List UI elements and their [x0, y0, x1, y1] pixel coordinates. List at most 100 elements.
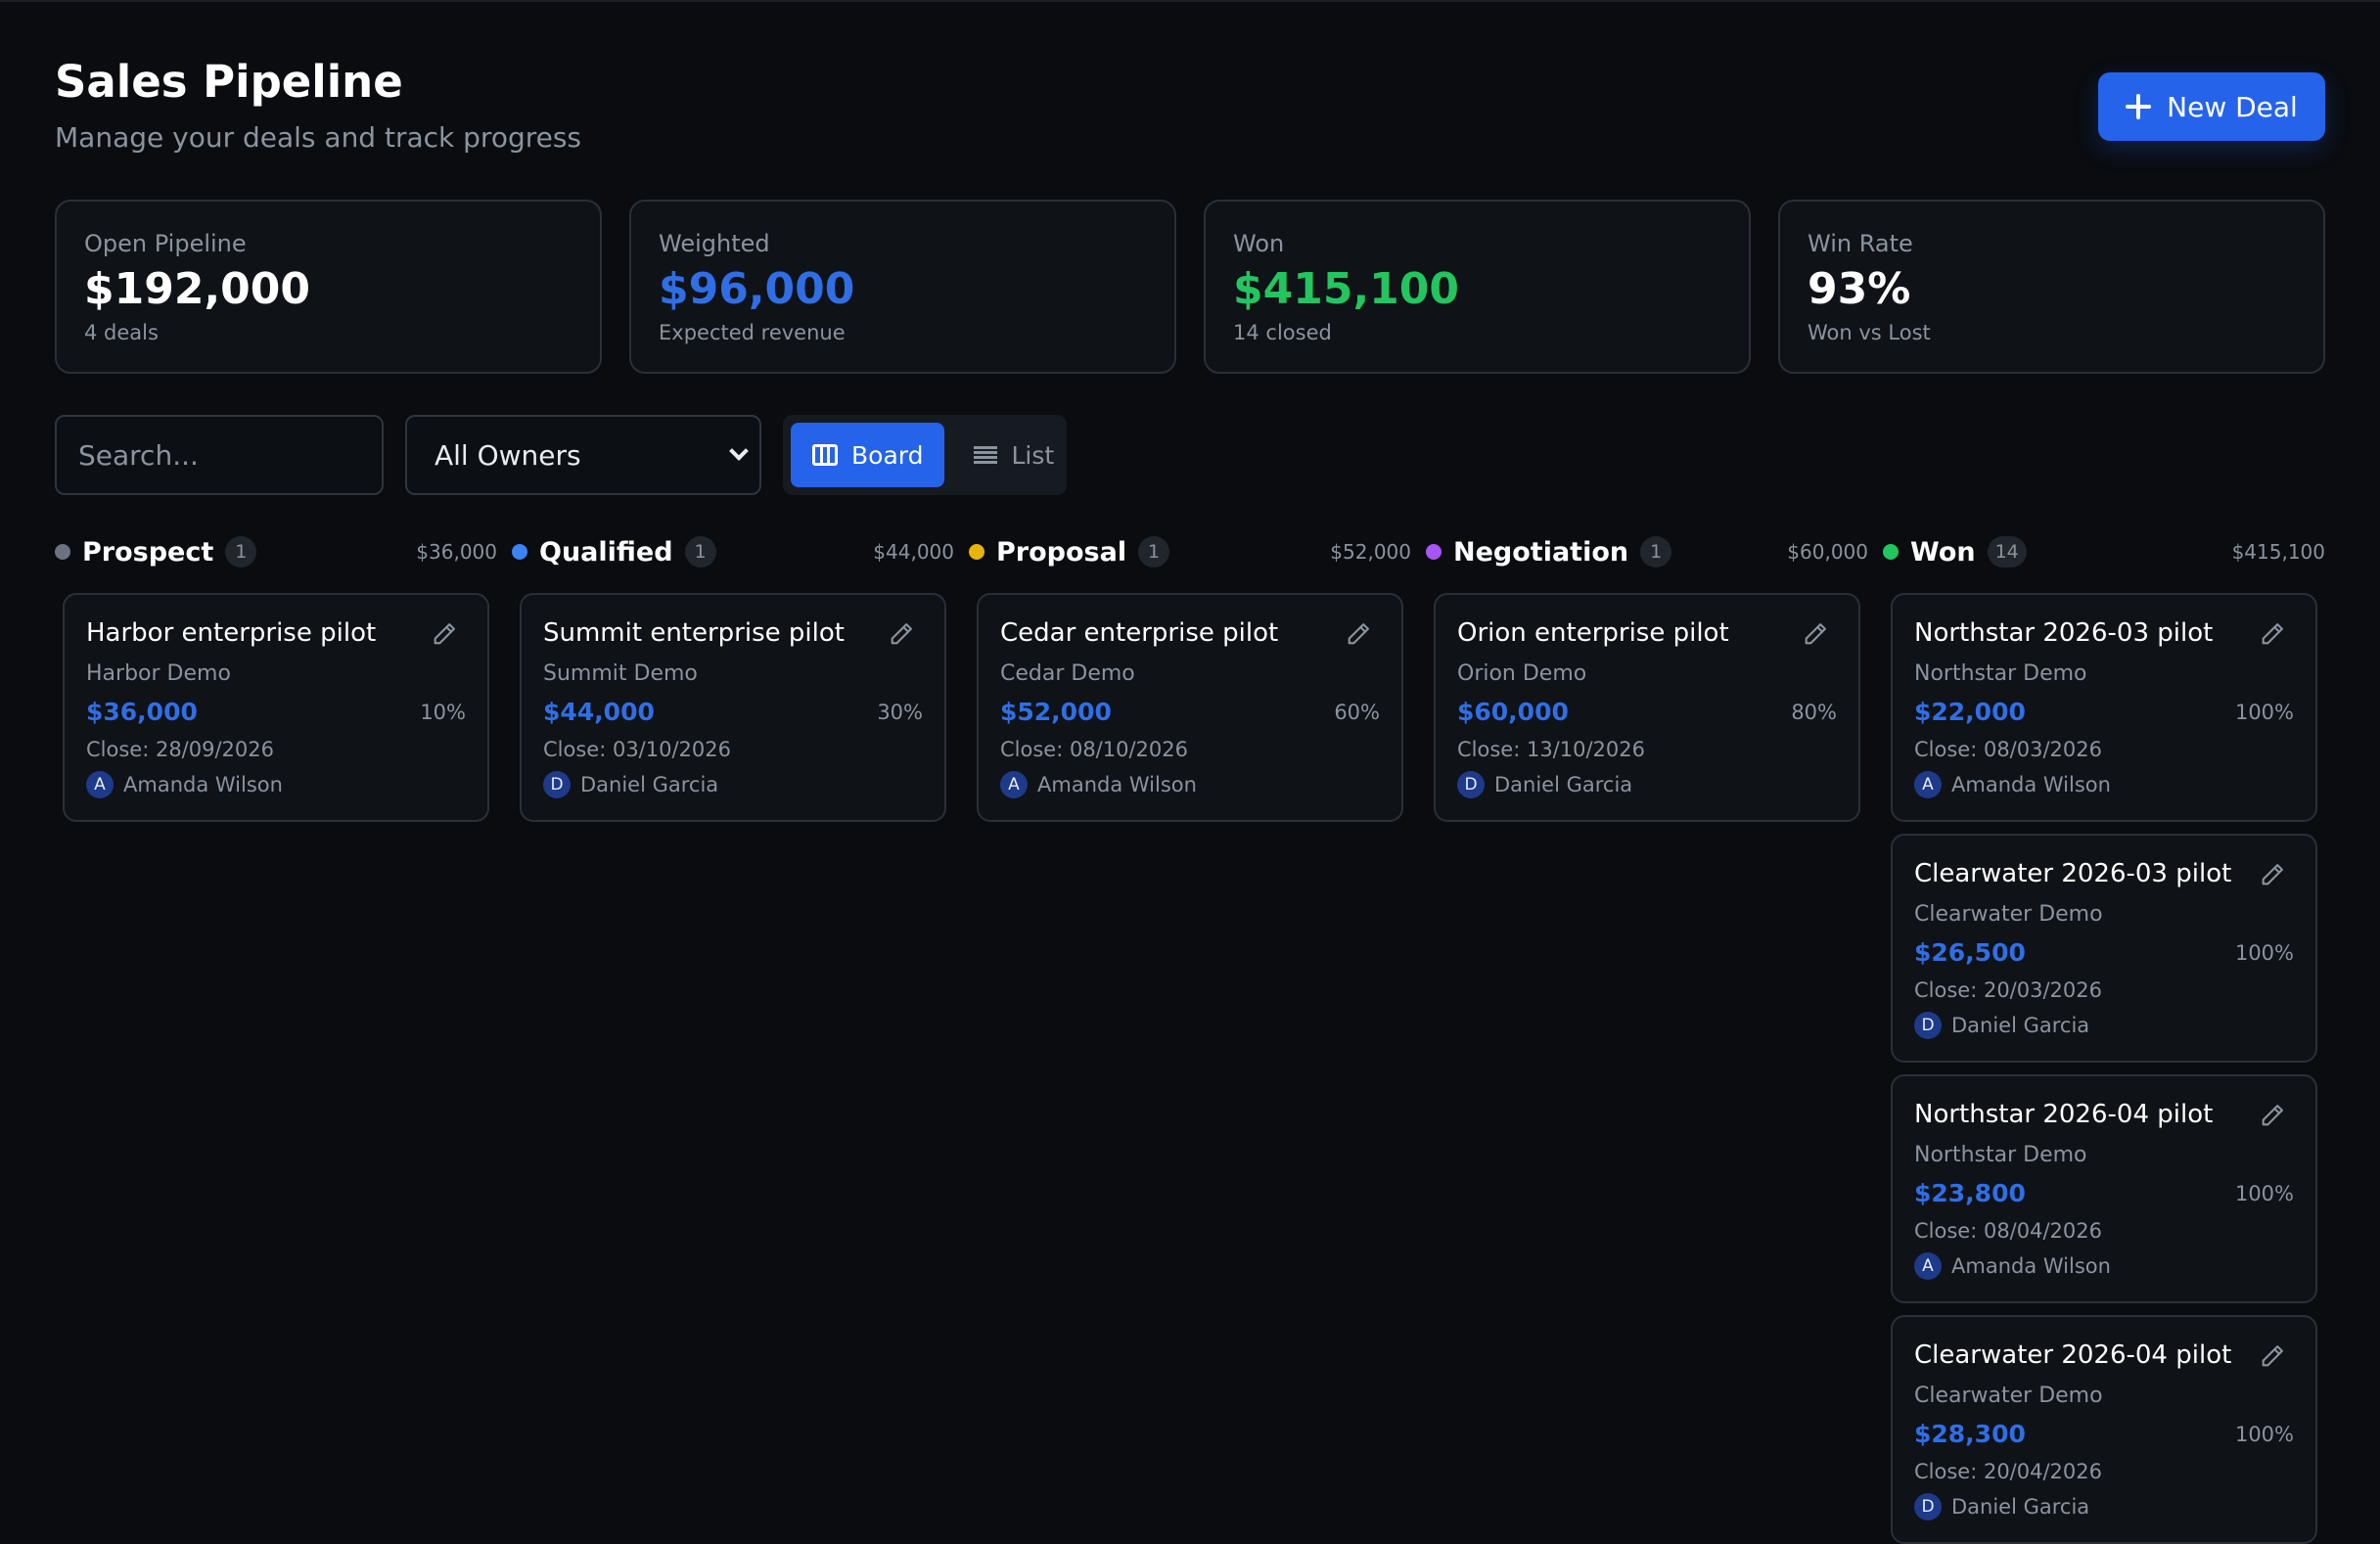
deal-title: Northstar 2026-04 pilot [1914, 1100, 2214, 1129]
deal-close-date: Close: 20/03/2026 [1914, 978, 2102, 1002]
page-header: Sales Pipeline Manage your deals and tra… [55, 55, 2325, 202]
deal-owner: A Amanda Wilson [86, 771, 466, 798]
deal-card[interactable]: Cedar enterprise pilot Cedar Demo $52,000 6… [977, 593, 1403, 822]
deal-card[interactable]: Orion enterprise pilot Orion Demo $60,000 8… [1434, 593, 1860, 822]
list-view-button[interactable]: List [952, 423, 1076, 487]
avatar: A [1914, 1252, 1942, 1280]
deal-card[interactable]: Northstar 2026-03 pilot Northstar Demo $22… [1891, 593, 2317, 822]
edit-pencil-icon[interactable] [2259, 861, 2286, 888]
edit-pencil-icon[interactable] [2259, 1102, 2286, 1129]
deal-amount-row: $23,800 100% [1914, 1179, 2294, 1207]
deal-amount-row: $44,000 30% [543, 698, 923, 726]
view-toggle: Board List [783, 415, 1067, 495]
edit-pencil-icon[interactable] [2259, 620, 2286, 648]
edit-pencil-icon[interactable] [431, 620, 458, 648]
stat-label: Won [1233, 230, 1285, 257]
avatar: A [1914, 771, 1942, 798]
deal-probability: 80% [1791, 700, 1837, 724]
deal-close-date: Close: 13/10/2026 [1457, 738, 1645, 761]
deal-amount: $44,000 [543, 698, 655, 726]
status-dot [1883, 544, 1899, 560]
edit-pencil-icon[interactable] [1802, 620, 1829, 648]
deal-company: Summit Demo [543, 661, 698, 686]
column-header: Negotiation 1 $60,000 [1426, 528, 1868, 575]
deal-card[interactable]: Clearwater 2026-03 pilot Clearwater Demo $… [1891, 834, 2317, 1063]
avatar: A [86, 771, 114, 798]
board-icon [812, 444, 838, 466]
deal-company: Clearwater Demo [1914, 1384, 2103, 1408]
deal-company: Cedar Demo [1000, 661, 1135, 686]
avatar: D [1457, 771, 1485, 798]
column-header: Won 14 $415,100 [1883, 528, 2325, 575]
owner-filter-select[interactable]: All Owners [405, 415, 761, 495]
stat-card-won: Won $415,100 14 closed [1204, 200, 1751, 374]
column-count-badge: 1 [684, 536, 716, 568]
stat-value: $192,000 [84, 264, 311, 314]
stat-sub: Expected revenue [659, 321, 846, 344]
deal-company: Northstar Demo [1914, 661, 2087, 686]
deal-title: Clearwater 2026-03 pilot [1914, 859, 2232, 888]
deal-card[interactable]: Northstar 2026-04 pilot Northstar Demo $23… [1891, 1074, 2317, 1303]
stat-label: Weighted [659, 230, 770, 257]
deal-close-date: Close: 08/03/2026 [1914, 738, 2102, 761]
deal-close-date: Close: 08/10/2026 [1000, 738, 1188, 761]
column-total: $36,000 [416, 540, 497, 564]
column-prospect: Prospect 1 $36,000 Harbor enterprise pilot H… [55, 528, 497, 822]
pipeline-board: Prospect 1 $36,000 Harbor enterprise pilot H… [55, 528, 2325, 1544]
stat-sub: 14 closed [1233, 321, 1332, 344]
status-dot [55, 544, 70, 560]
plus-icon [2126, 94, 2152, 119]
column-qualified: Qualified 1 $44,000 Summit enterprise pilot… [512, 528, 954, 822]
search-input[interactable] [55, 415, 384, 495]
deal-card[interactable]: Clearwater 2026-04 pilot Clearwater Demo $… [1891, 1315, 2317, 1544]
owner-filter-value: All Owners [435, 438, 581, 472]
deal-amount-row: $52,000 60% [1000, 698, 1380, 726]
top-border [0, 0, 2380, 2]
column-proposal: Proposal 1 $52,000 Cedar enterprise pilot Ce… [969, 528, 1411, 822]
deal-owner: A Amanda Wilson [1914, 771, 2294, 798]
deal-card[interactable]: Summit enterprise pilot Summit Demo $44,00… [520, 593, 946, 822]
deal-company: Northstar Demo [1914, 1143, 2087, 1167]
board-view-button[interactable]: Board [791, 423, 945, 487]
deal-owner: D Daniel Garcia [543, 771, 923, 798]
column-won: Won 14 $415,100 Northstar 2026-03 pilot Nort… [1883, 528, 2325, 1544]
column-total: $52,000 [1330, 540, 1411, 564]
column-header: Prospect 1 $36,000 [55, 528, 497, 575]
edit-pencil-icon[interactable] [2259, 1342, 2286, 1370]
avatar: A [1000, 771, 1028, 798]
deal-owner: D Daniel Garcia [1914, 1493, 2294, 1521]
deal-card[interactable]: Harbor enterprise pilot Harbor Demo $36,00… [63, 593, 489, 822]
owner-name: Daniel Garcia [1951, 1014, 2090, 1037]
deal-probability: 100% [2234, 940, 2294, 965]
stat-value: $415,100 [1233, 264, 1460, 314]
deal-title: Orion enterprise pilot [1457, 618, 1729, 648]
edit-pencil-icon[interactable] [888, 620, 915, 648]
column-title: Prospect [82, 536, 214, 568]
owner-name: Amanda Wilson [1951, 773, 2111, 796]
deal-close-date: Close: 08/04/2026 [1914, 1219, 2102, 1243]
column-total: $44,000 [873, 540, 954, 564]
stat-card-open-pipeline: Open Pipeline $192,000 4 deals [55, 200, 602, 374]
owner-name: Daniel Garcia [1951, 1495, 2090, 1519]
column-count-badge: 1 [225, 536, 257, 568]
deal-company: Clearwater Demo [1914, 902, 2103, 927]
column-title: Negotiation [1453, 536, 1629, 568]
avatar: D [1914, 1012, 1942, 1039]
edit-pencil-icon[interactable] [1345, 620, 1372, 648]
column-title: Won [1910, 536, 1976, 568]
deal-title: Cedar enterprise pilot [1000, 618, 1279, 648]
column-total: $415,100 [2231, 540, 2325, 564]
deal-owner: A Amanda Wilson [1914, 1252, 2294, 1280]
new-deal-button[interactable]: New Deal [2098, 72, 2325, 141]
status-dot [512, 544, 527, 560]
status-dot [969, 544, 984, 560]
column-total: $60,000 [1787, 540, 1868, 564]
chevron-down-icon [729, 441, 749, 461]
deal-amount: $36,000 [86, 698, 198, 726]
owner-name: Daniel Garcia [1494, 773, 1633, 796]
deal-title: Summit enterprise pilot [543, 618, 845, 648]
status-dot [1426, 544, 1442, 560]
stat-card-weighted: Weighted $96,000 Expected revenue [629, 200, 1176, 374]
list-view-label: List [1011, 440, 1055, 470]
